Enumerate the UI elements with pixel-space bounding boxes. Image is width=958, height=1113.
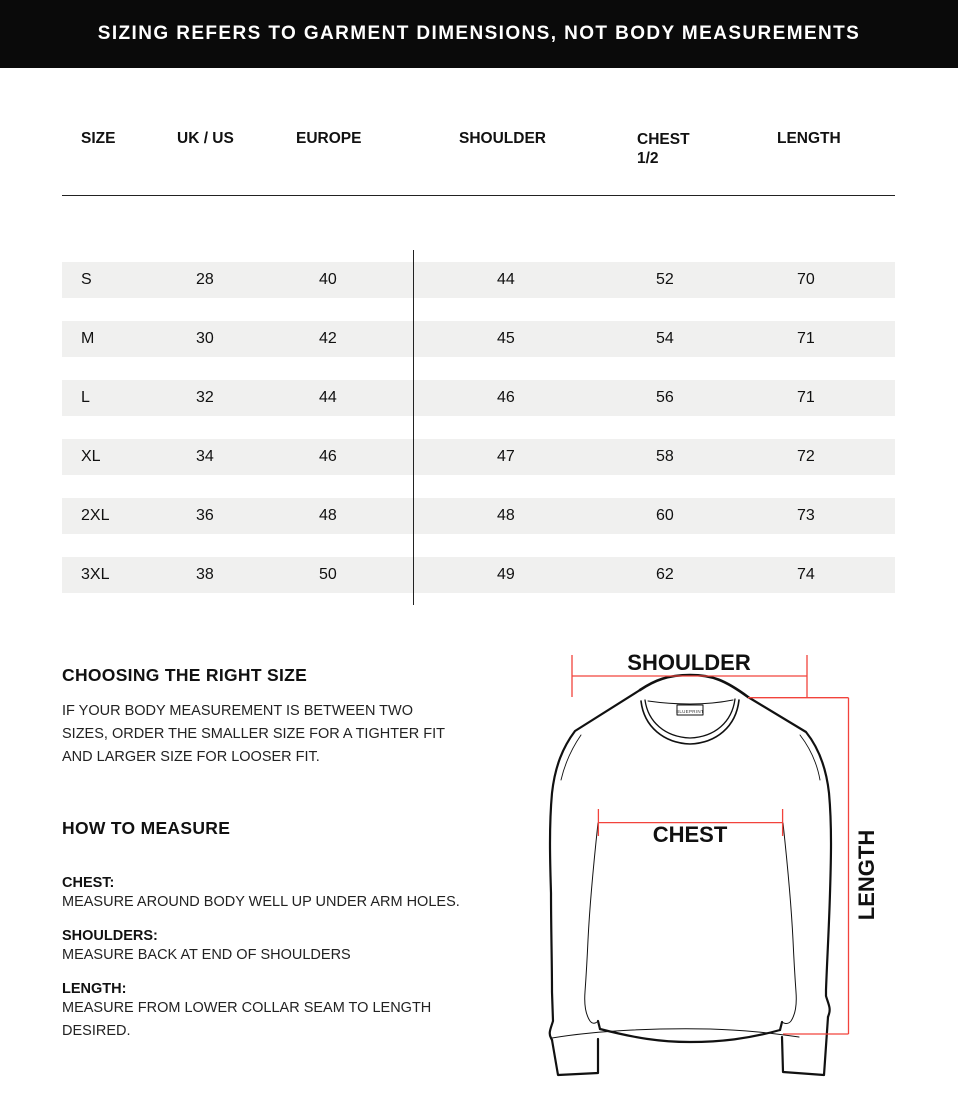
svg-text:CHEST: CHEST — [653, 822, 728, 847]
svg-text:LENGTH: LENGTH — [854, 830, 879, 920]
svg-text:SHOULDER: SHOULDER — [627, 650, 751, 675]
svg-text:BLUEPRINT: BLUEPRINT — [676, 709, 704, 714]
